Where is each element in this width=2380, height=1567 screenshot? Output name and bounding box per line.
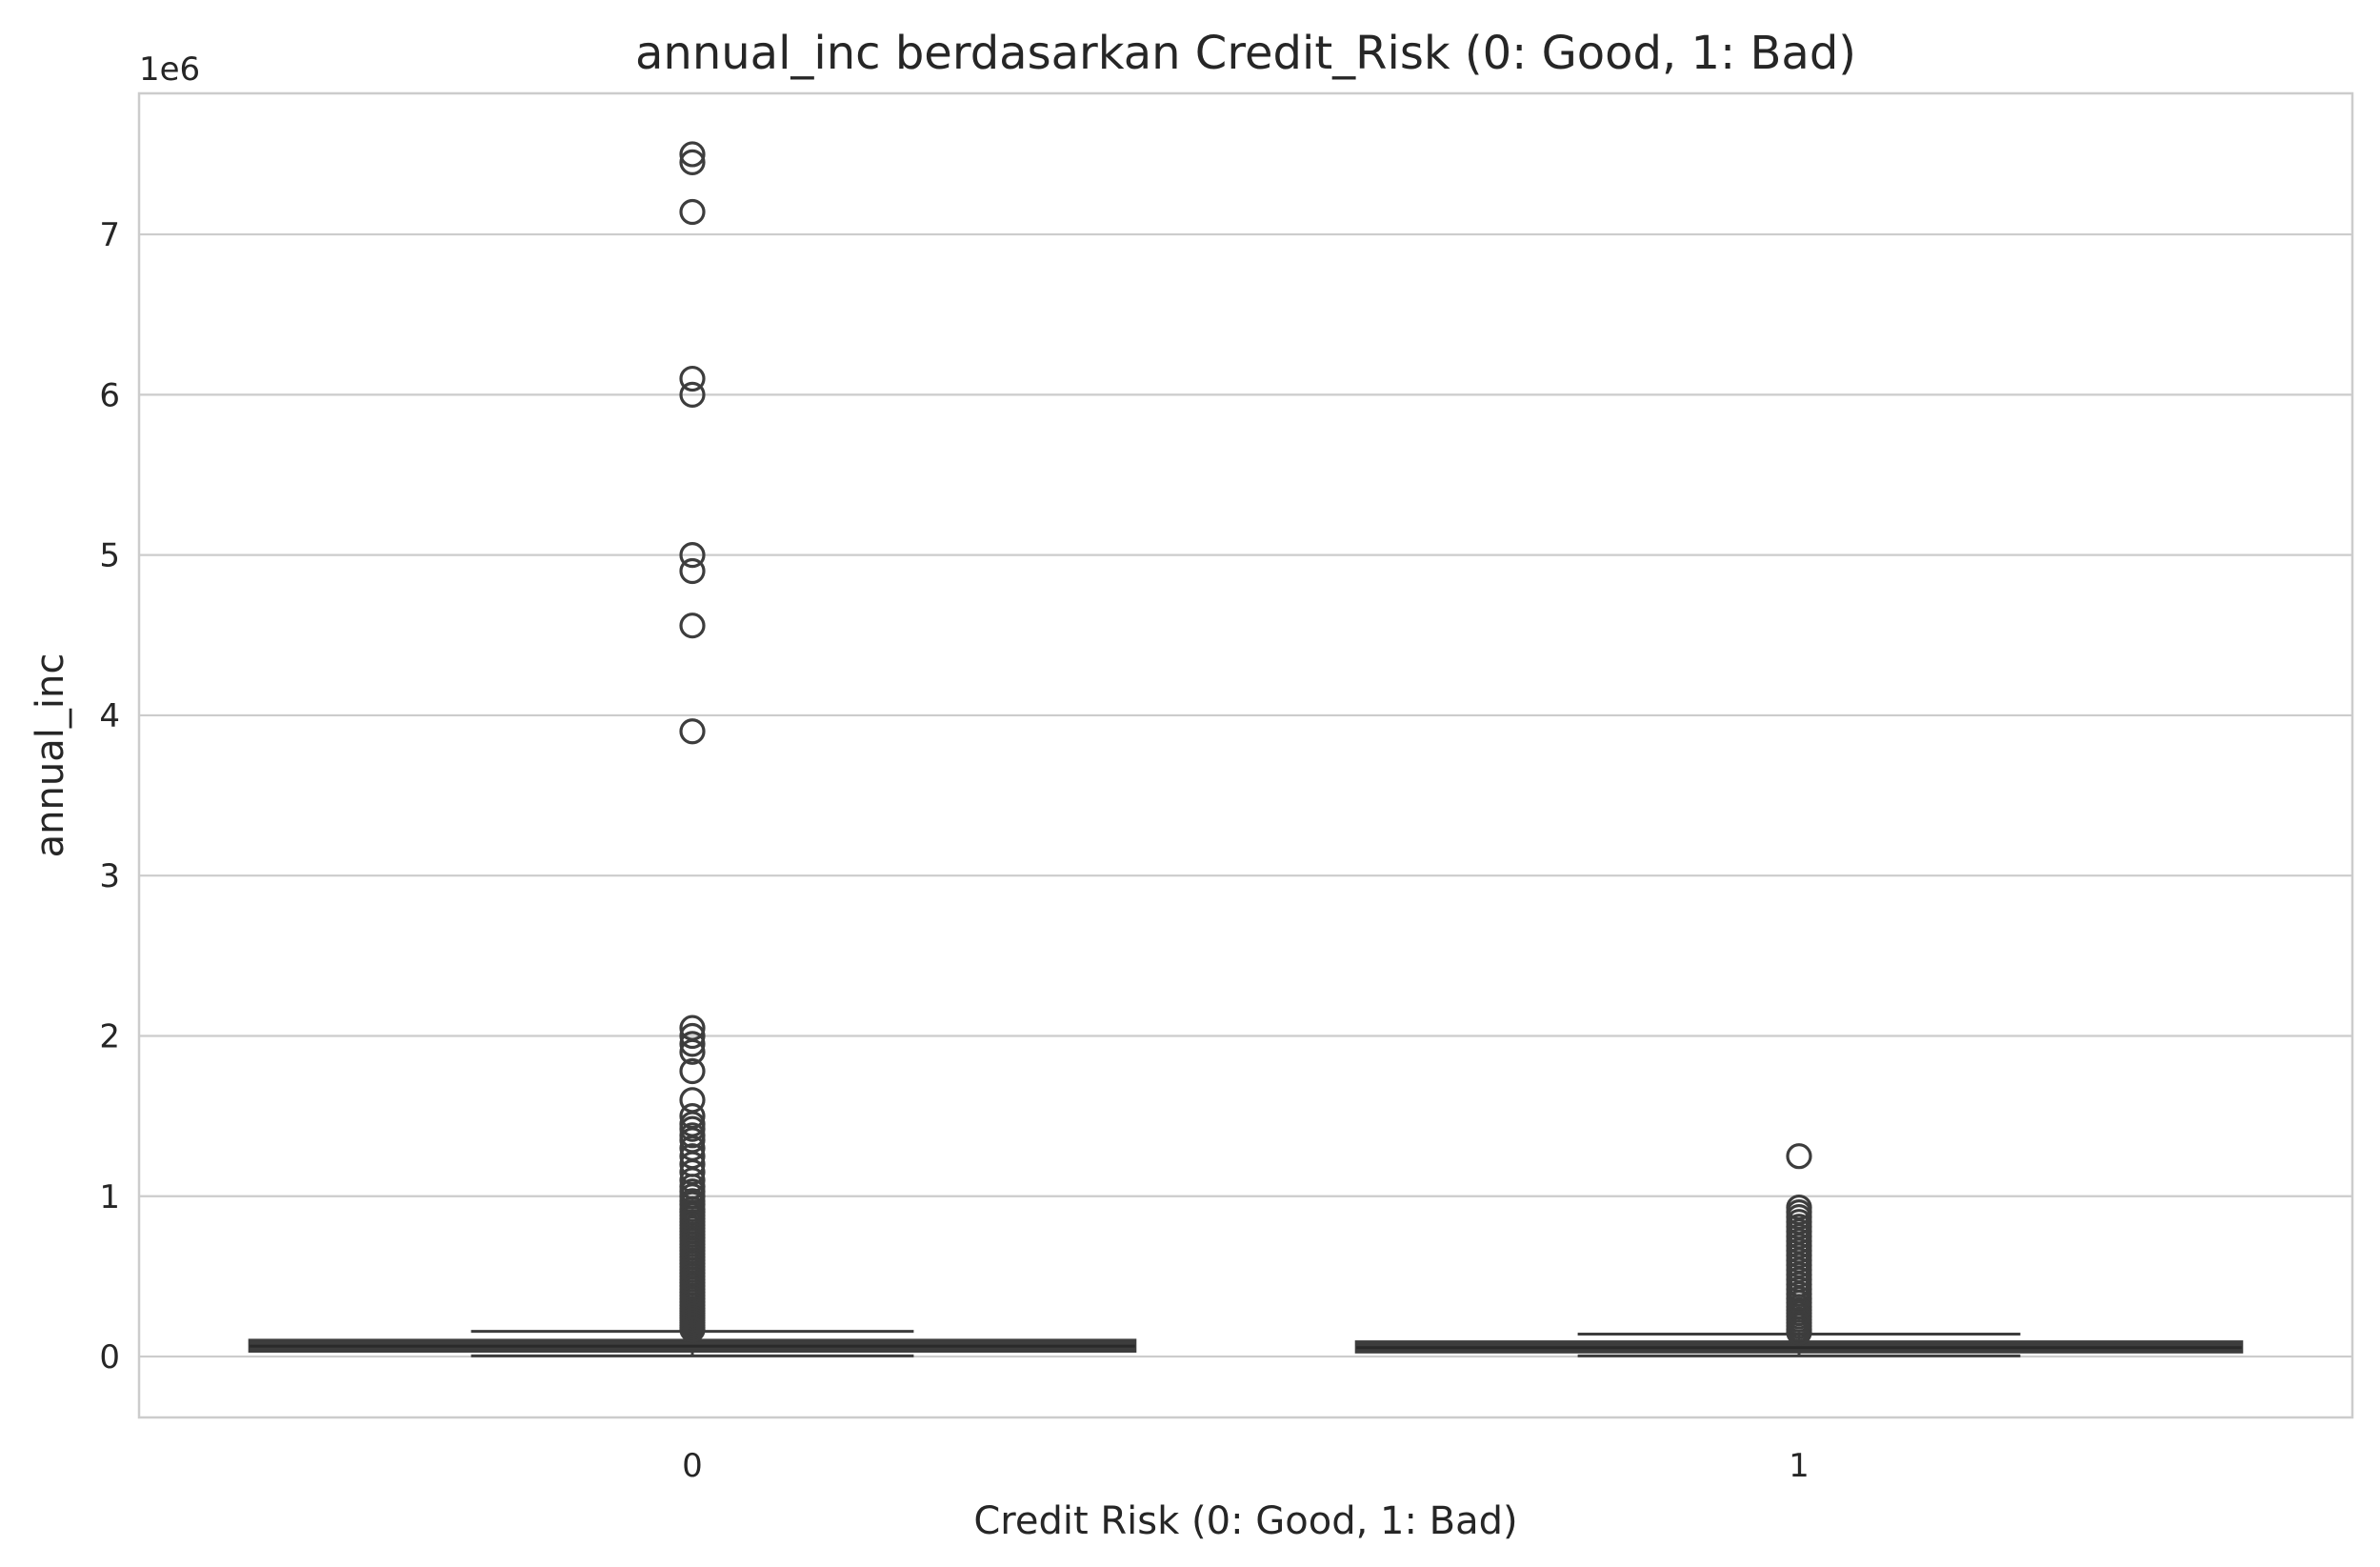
plot-frame <box>137 91 2354 1419</box>
x-tick-label-1: 1 <box>1789 1447 1810 1485</box>
outlier-0-10 <box>679 1022 706 1050</box>
outlier-0-13 <box>679 1057 706 1085</box>
outlier-0-0 <box>679 141 706 168</box>
outlier-0-5 <box>679 542 706 569</box>
y-tick-label-1: 1 <box>99 1178 120 1216</box>
x-tick-label-0: 0 <box>682 1447 703 1485</box>
outlier-0-17 <box>679 1115 706 1142</box>
gridlines <box>139 232 2352 1358</box>
y-offset-label: 1e6 <box>139 50 200 89</box>
outlier-0-11 <box>679 1031 706 1057</box>
outlier-0-8 <box>679 718 706 745</box>
y-tick-label-5: 5 <box>99 537 120 575</box>
outlier-0-1 <box>679 149 706 175</box>
x-axis-label: Credit Risk (0: Good, 1: Bad) <box>973 1499 1517 1543</box>
box-group-1 <box>1354 1143 2244 1357</box>
outlier-1-30 <box>1786 1319 1812 1346</box>
boxplots <box>248 141 2244 1357</box>
y-tick-label-7: 7 <box>99 216 120 254</box>
y-tick-label-0: 0 <box>99 1338 120 1376</box>
outlier-0-6 <box>679 557 706 585</box>
box-group-0 <box>248 141 1137 1357</box>
y-tick-labels: 0 1 2 3 4 5 6 7 <box>99 216 120 1376</box>
outlier-0-2 <box>679 198 706 226</box>
outlier-0-70 <box>679 1316 706 1343</box>
chart-title: annual_inc berdasarkan Credit_Risk (0: G… <box>635 27 1856 80</box>
y-axis-label: annual_inc <box>29 653 72 858</box>
outlier-0-12 <box>679 1038 706 1065</box>
y-tick-label-3: 3 <box>99 857 120 895</box>
outlier-0-4 <box>679 381 706 408</box>
outlier-0-7 <box>679 613 706 639</box>
outlier-1-0 <box>1786 1143 1812 1170</box>
outlier-0-3 <box>679 365 706 392</box>
y-tick-label-4: 4 <box>99 697 120 735</box>
y-tick-label-2: 2 <box>99 1017 120 1055</box>
y-tick-label-6: 6 <box>99 376 120 414</box>
